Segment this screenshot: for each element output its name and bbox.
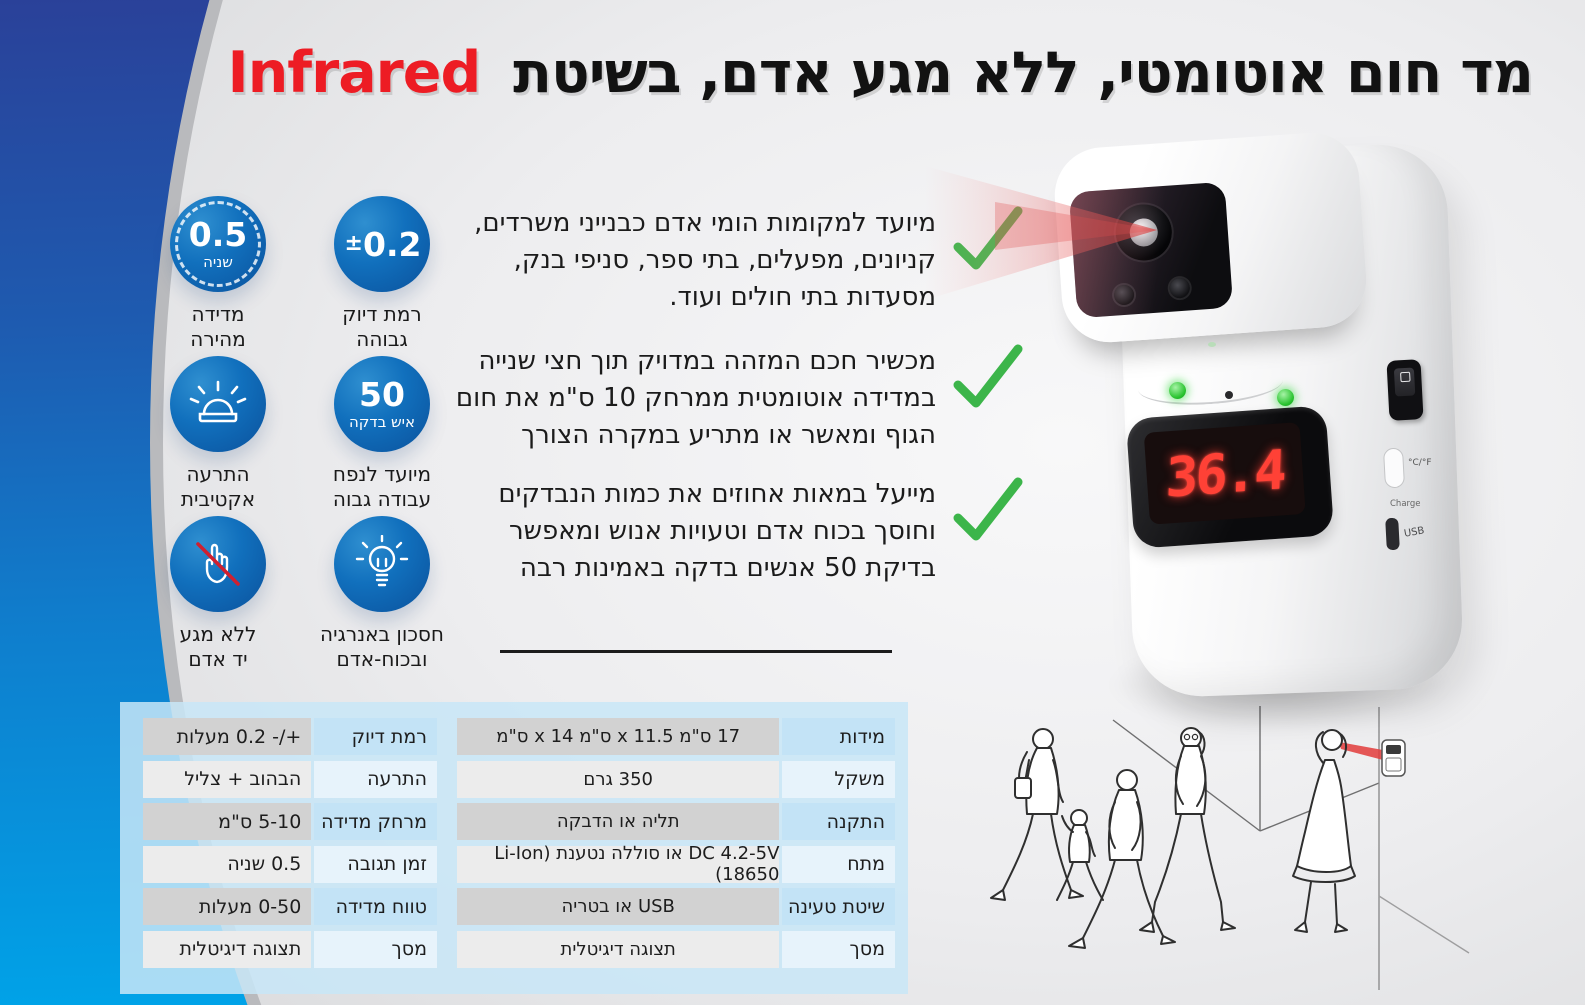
feature-label: ללא מגע יד אדם (179, 622, 257, 671)
capacity-icon: 50 איש בדקה (334, 356, 430, 452)
spec-label-cell: זמן תגובה (314, 845, 437, 883)
spec-row: התקנה תליה או הדבקה (457, 803, 895, 840)
spec-label-cell: משקל (782, 760, 895, 798)
spec-row: שיטת טעינה USB או בטריה (457, 888, 895, 925)
spec-table-left: רמת דיוק +/- 0.2 מעלות התרעה הבהוב + צליל … (143, 718, 437, 973)
spec-row: מתח DC 4.2-5V או סוללה נטענת (Li-Ion 1865… (457, 843, 895, 885)
spec-value-cell: +/- 0.2 מעלות (143, 718, 312, 755)
unit-toggle-button (1382, 447, 1406, 489)
check-icon (950, 476, 1028, 550)
spec-value-cell: DC 4.2-5V או סוללה נטענת (Li-Ion 18650) (457, 843, 780, 885)
benefit-item: מכשיר חכם המזהה במדויק תוך חצי שנייה במד… (450, 343, 1028, 454)
spec-value-cell: USB או בטריה (457, 888, 780, 925)
benefit-item: מיועד למקומות הומי אדם כבנייני משרדים, ק… (450, 205, 1028, 316)
spec-value-cell: 0.5 שניה (143, 845, 312, 883)
accuracy-icon: ±0.2 (334, 196, 430, 292)
feature-fast-measure: 0.5 שניה מדידה מהירה (138, 196, 298, 356)
spec-value-cell: 0-50 מעלות (143, 888, 312, 925)
display-value: 36.4 (1164, 437, 1285, 510)
no-touch-icon (170, 516, 266, 612)
spec-value-cell: תליה או הדבקה (457, 803, 780, 840)
feature-label: חסכון באנרגיה ובכוח-אדם (320, 622, 444, 671)
check-icon (950, 343, 1028, 417)
spec-panel: רמת דיוק +/- 0.2 מעלות התרעה הבהוב + צליל … (120, 702, 908, 994)
feature-label: רמת דיוק גבוהה (342, 302, 422, 351)
person-woman-glasses (1139, 727, 1236, 933)
ir-beam (925, 166, 1157, 300)
bulb-icon (334, 516, 430, 612)
spec-value-cell: 5-10 ס"מ (143, 803, 312, 840)
feature-value: 0.5 (188, 214, 248, 254)
spec-label-cell: התרעה (314, 760, 437, 798)
people-illustration (990, 706, 1470, 990)
power-switch (1386, 359, 1424, 421)
led-indicator-right (1277, 389, 1294, 406)
proximity-sensor-dot (1225, 391, 1233, 399)
spec-row: טווח מדידה 0-50 מעלות (143, 888, 437, 925)
usb-port (1385, 517, 1400, 551)
person-mother (990, 728, 1084, 901)
feature-grid: 0.5 שניה מדידה מהירה ±0.2 רמת דיוק גבוהה (138, 196, 462, 676)
feature-unit: שניה (203, 252, 233, 271)
benefit-text: מייעל במאות אחוזים את כמות הנבדקים וחוסך… (498, 479, 936, 583)
spec-value-cell: 350 גרם (457, 760, 780, 798)
spec-value-cell: תצוגה דיגיטלית (457, 930, 780, 968)
person-child (1056, 809, 1104, 901)
spec-label-cell: טווח מדידה (314, 888, 437, 925)
siren-icon (170, 356, 266, 452)
divider-line (500, 650, 892, 653)
temperature-display: 36.4 (1125, 405, 1335, 549)
benefit-text: מיועד למקומות הומי אדם כבנייני משרדים, ק… (474, 208, 936, 312)
spec-row: מסך תצוגה דיגיטלית (457, 930, 895, 968)
spec-row: רמת דיוק +/- 0.2 מעלות (143, 718, 437, 755)
feature-capacity: 50 איש בדקה מיועד לנפח עבודה גבוה (302, 356, 462, 516)
spec-label-cell: מסך (782, 930, 895, 968)
spec-row: משקל 350 גרם (457, 760, 895, 798)
feature-accuracy: ±0.2 רמת דיוק גבוהה (302, 196, 462, 356)
wall-beam (1339, 742, 1383, 760)
spec-label-cell: התקנה (782, 803, 895, 840)
benefit-item: מייעל במאות אחוזים את כמות הנבדקים וחוסך… (450, 476, 1028, 587)
spec-value-cell: 17 ס"מ x 11.5 ס"מ x 14 ס"מ (457, 718, 780, 755)
person-man (1068, 769, 1176, 949)
feature-saving: חסכון באנרגיה ובכוח-אדם (302, 516, 462, 676)
spec-label-cell: מידות (782, 718, 895, 755)
spec-label-cell: מרחק מדידה (314, 803, 437, 840)
page-title: מד חום אוטומטי, ללא מגע אדם, בשיטת Infra… (227, 40, 1534, 106)
spec-label-cell: רמת דיוק (314, 718, 437, 755)
spec-row: מסך תצוגה דיגיטלית (143, 930, 437, 968)
spec-value-cell: תצוגה דיגיטלית (143, 930, 312, 968)
thermometer-device-photo: 36.4 °C/°F Charge USB (1040, 129, 1470, 730)
spec-row: מידות 17 ס"מ x 11.5 ס"מ x 14 ס"מ (457, 718, 895, 755)
wall-thermometer (1339, 739, 1406, 777)
title-text: מד חום אוטומטי, ללא מגע אדם, בשיטת (513, 40, 1534, 106)
feature-label: מדידה מהירה (190, 302, 246, 351)
spec-row: זמן תגובה 0.5 שניה (143, 845, 437, 883)
feature-label: מיועד לנפח עבודה גבוה (332, 462, 432, 511)
feature-no-touch: ללא מגע יד אדם (138, 516, 298, 676)
spec-value-cell: הבהוב + צליל (143, 760, 312, 798)
spec-label-cell: שיטת טעינה (782, 888, 895, 925)
spec-label-cell: מסך (314, 930, 437, 968)
wall-lines (1112, 706, 1470, 990)
small-indicator (1208, 342, 1216, 347)
spec-label-cell: מתח (782, 845, 895, 883)
charge-label: Charge (1390, 499, 1421, 509)
spec-row: מרחק מדידה 5-10 ס"מ (143, 803, 437, 840)
ir-sensor-icon (1169, 277, 1191, 299)
clock-icon: 0.5 שניה (170, 196, 266, 292)
title-highlight: Infrared (227, 40, 482, 106)
led-indicator-left (1169, 382, 1186, 399)
unit-toggle-label: °C/°F (1408, 458, 1432, 468)
benefit-text: מכשיר חכם המזהה במדויק תוך חצי שנייה במד… (455, 346, 936, 450)
spec-table-right: מידות 17 ס"מ x 11.5 ס"מ x 14 ס"מ משקל 350 … (457, 718, 895, 973)
spec-row: התרעה הבהוב + צליל (143, 760, 437, 798)
person-measured-woman (1292, 729, 1356, 933)
feature-alert: התרעה אקטיבית (138, 356, 298, 516)
feature-label: התרעה אקטיבית (180, 462, 256, 511)
